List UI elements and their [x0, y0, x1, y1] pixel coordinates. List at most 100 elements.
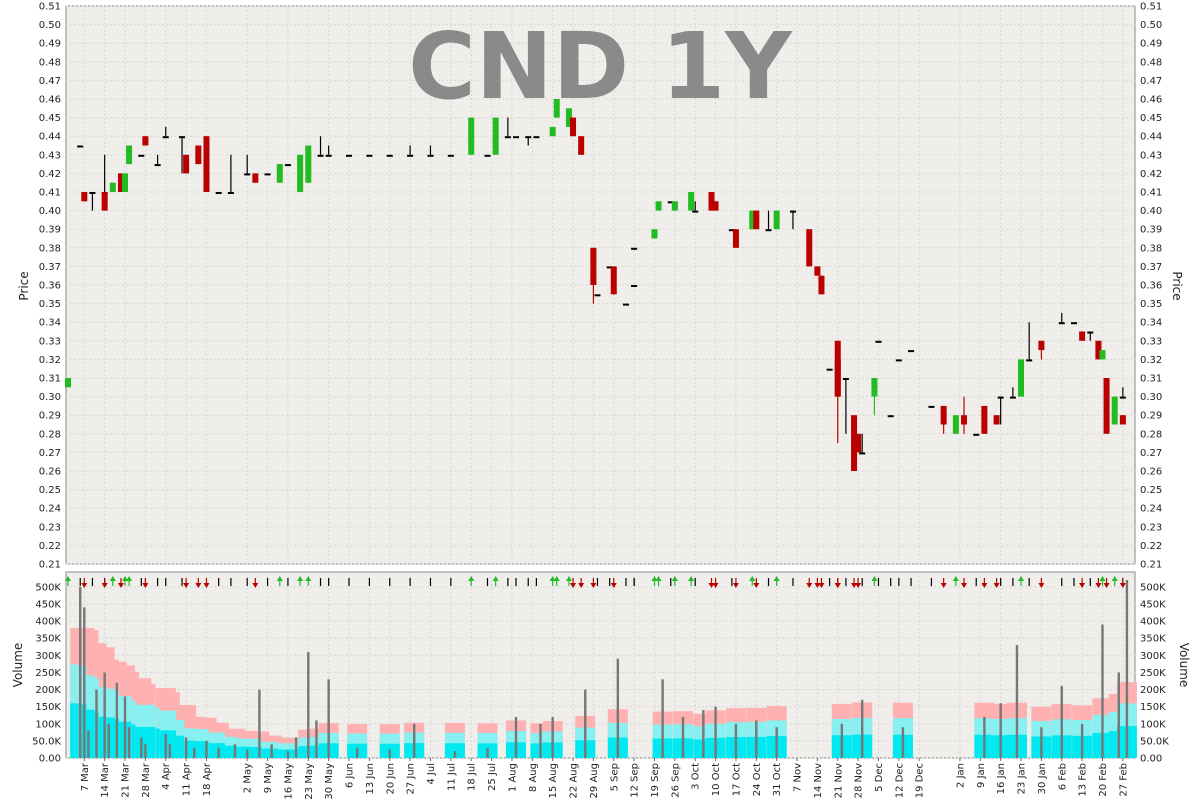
volume-bar — [661, 679, 664, 758]
candle-body — [386, 154, 393, 157]
x-tick-label: 20 Feb — [1098, 763, 1109, 797]
signal-marker — [671, 576, 678, 586]
axis-ticks: 0.21 0.21 0.22 0.22 0.23 0.23 0.24 0.24 0.25 0.25… — [32, 2, 1169, 800]
candle-body — [895, 359, 902, 362]
ohlc-candle — [871, 378, 878, 416]
price-tick-left: 0.38 — [39, 243, 61, 254]
volume-bar — [123, 696, 127, 758]
volume-bar — [233, 744, 237, 758]
x-tick-label: 23 Jan — [1017, 763, 1028, 794]
candle-body — [468, 117, 475, 155]
signal-down-arrow — [834, 583, 841, 588]
volume-tick-right: 300K — [1140, 651, 1166, 662]
x-tick-label: 18 Apr — [202, 762, 213, 796]
candle-body — [590, 247, 597, 285]
candle-body — [227, 192, 234, 194]
volume-bar — [168, 744, 172, 758]
x-tick-label: 25 Jul — [487, 763, 498, 791]
signal-up-arrow — [1111, 576, 1118, 581]
ohlc-candles — [65, 99, 1126, 471]
signal-down-arrow — [753, 583, 760, 588]
price-tick-left: 0.35 — [39, 299, 61, 310]
candle-body — [504, 136, 511, 139]
x-tick-label: 5 Dec — [874, 763, 885, 792]
x-tick-label: 24 Oct — [752, 763, 763, 796]
ohlc-candle — [203, 136, 210, 192]
price-tick-left: 0.36 — [39, 281, 61, 292]
volume-bar — [103, 672, 106, 758]
candle-body — [773, 210, 780, 230]
volume-bar — [388, 749, 391, 758]
signal-down-arrow — [818, 583, 825, 588]
price-tick-right: 0.31 — [1140, 374, 1162, 385]
ohlc-candle — [928, 405, 935, 408]
price-tick-right: 0.47 — [1140, 76, 1162, 87]
signal-marker — [834, 578, 841, 588]
signal-marker — [610, 578, 617, 588]
price-tick-left: 0.46 — [39, 95, 61, 106]
signal-marker — [855, 578, 862, 588]
price-tick-right: 0.46 — [1140, 95, 1162, 106]
volume-tick-right: 50.0K — [1140, 736, 1169, 747]
ohlc-candle — [834, 359, 841, 444]
ohlc-candle — [252, 173, 259, 183]
x-tick-label: 8 Aug — [528, 763, 539, 792]
ohlc-candle — [610, 266, 617, 295]
volume-band-inner — [444, 743, 465, 758]
candle-body — [89, 192, 96, 194]
volume-bar — [95, 689, 98, 758]
x-tick-label: 22 Aug — [569, 763, 580, 798]
candle-body — [1038, 340, 1045, 351]
volume-tick-right: 100K — [1140, 719, 1166, 730]
signal-down-arrow — [855, 583, 862, 588]
candle-body — [1026, 359, 1033, 362]
signal-up-arrow — [122, 576, 129, 581]
price-tick-left: 0.22 — [39, 541, 61, 552]
candle-body — [981, 405, 988, 434]
volume-bar — [551, 716, 554, 758]
price-tick-right: 0.35 — [1140, 299, 1162, 310]
candle-body — [622, 303, 629, 306]
candle-body — [928, 405, 935, 408]
signal-down-arrow — [578, 583, 585, 588]
candle-body — [1095, 340, 1102, 360]
signal-up-arrow — [688, 576, 695, 581]
price-tick-left: 0.24 — [39, 504, 61, 515]
candle-body — [407, 154, 414, 157]
signal-up-arrow — [305, 576, 312, 581]
candle-body — [855, 433, 862, 453]
ohlc-candle — [427, 145, 434, 157]
ohlc-candle — [851, 415, 858, 471]
ohlc-candle — [688, 192, 695, 211]
volume-bar — [714, 706, 717, 758]
price-tick-left: 0.26 — [39, 467, 61, 478]
signal-up-arrow — [109, 576, 116, 581]
ohlc-candle — [1119, 387, 1126, 399]
signal-down-arrow — [101, 583, 108, 588]
price-axis-title-left: Price — [17, 271, 31, 300]
price-tick-right: 0.48 — [1140, 57, 1162, 68]
x-tick-label: 12 Sep — [630, 763, 641, 798]
signal-down-arrow — [195, 583, 202, 588]
candle-body — [427, 154, 434, 157]
price-tick-right: 0.51 — [1140, 2, 1162, 13]
signal-up-arrow — [952, 576, 959, 581]
signal-marker — [1038, 578, 1045, 588]
x-tick-label: 20 Jun — [385, 763, 396, 795]
ohlc-candle — [138, 154, 145, 157]
volume-bar — [127, 727, 131, 758]
signal-marker — [981, 578, 988, 588]
ohlc-candle — [195, 145, 202, 165]
volume-bar — [294, 737, 298, 758]
candle-body — [1103, 378, 1110, 434]
candle-body — [1018, 359, 1025, 397]
ohlc-candle — [961, 396, 968, 434]
signal-up-arrow — [671, 576, 678, 581]
volume-bar — [1015, 645, 1019, 758]
candle-body — [65, 378, 71, 388]
signal-down-arrow — [940, 583, 947, 588]
volume-bar — [246, 749, 249, 758]
x-tick-label: 9 May — [263, 763, 274, 793]
ohlc-candle — [1038, 340, 1045, 360]
x-tick-label: 9 Jan — [976, 763, 987, 788]
